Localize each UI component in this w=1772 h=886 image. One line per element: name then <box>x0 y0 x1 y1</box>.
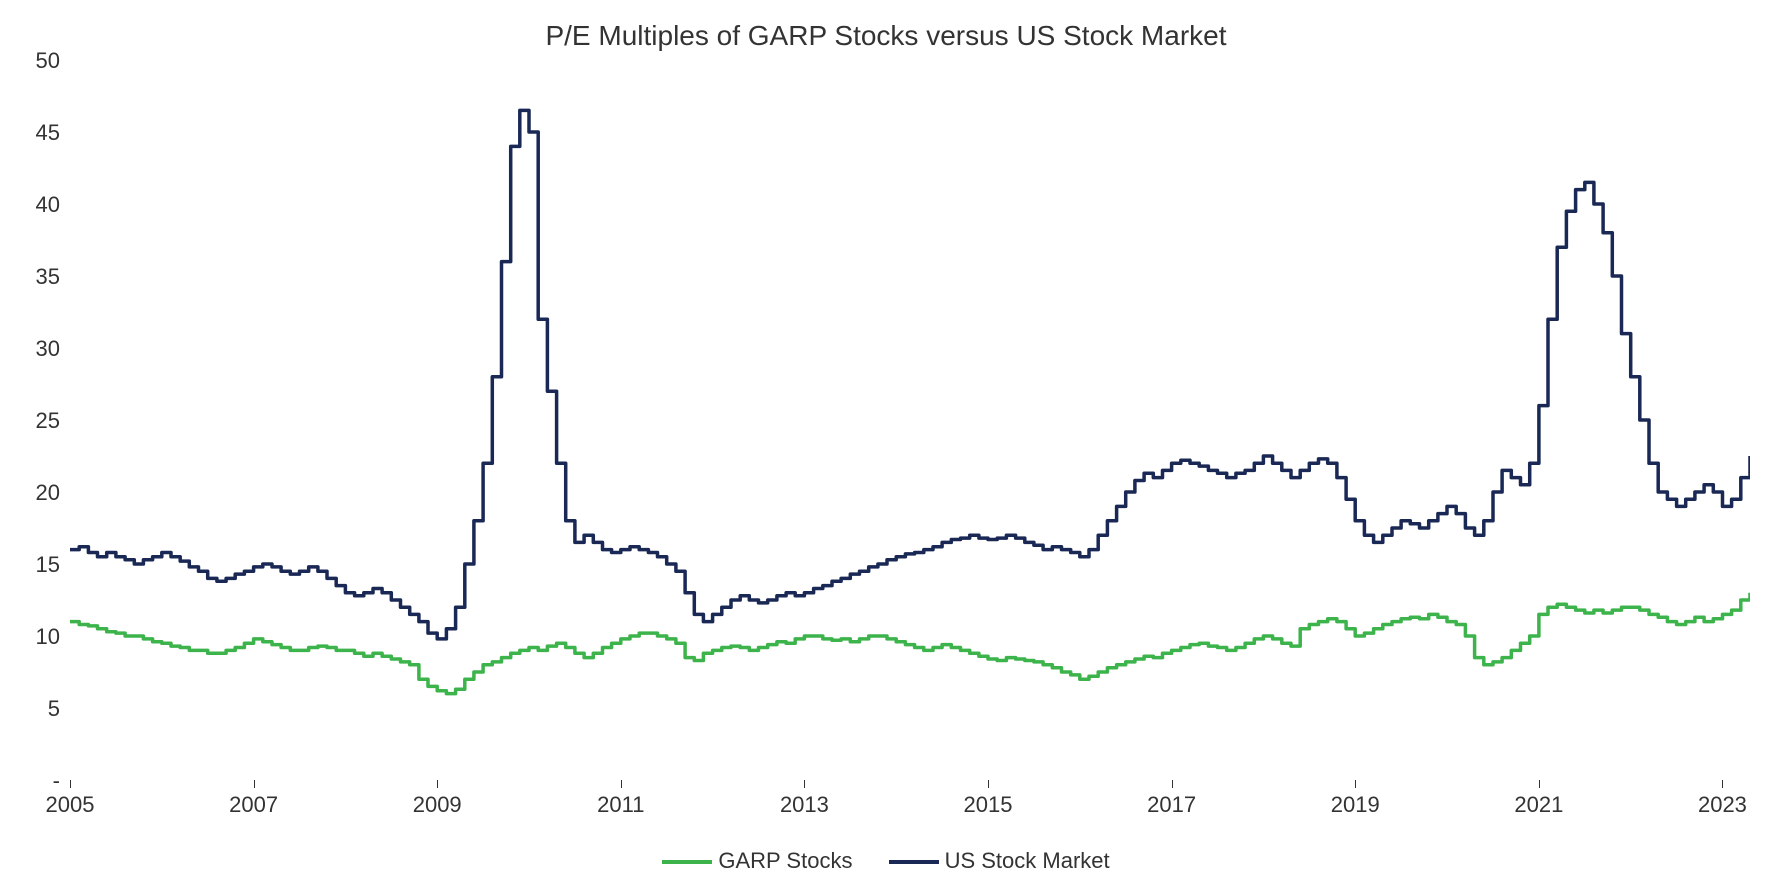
x-tick-label: 2005 <box>30 792 110 818</box>
y-tick-label: 35 <box>10 264 60 290</box>
legend-line-garp <box>662 860 712 864</box>
legend-label-us: US Stock Market <box>945 848 1110 873</box>
y-tick-label: 30 <box>10 336 60 362</box>
x-tick <box>437 780 438 788</box>
y-tick-label: 20 <box>10 480 60 506</box>
y-tick-label: 25 <box>10 408 60 434</box>
x-tick <box>1172 780 1173 788</box>
x-tick-label: 2013 <box>764 792 844 818</box>
series-line-1 <box>70 110 1750 639</box>
y-tick-label: 10 <box>10 624 60 650</box>
x-tick <box>804 780 805 788</box>
x-tick-label: 2009 <box>397 792 477 818</box>
x-tick-label: 2021 <box>1499 792 1579 818</box>
y-tick-label: 50 <box>10 48 60 74</box>
y-tick-label: 45 <box>10 120 60 146</box>
chart-title: P/E Multiples of GARP Stocks versus US S… <box>0 20 1772 52</box>
plot-area <box>70 60 1750 780</box>
series-line-0 <box>70 593 1750 694</box>
y-tick-label: 5 <box>10 696 60 722</box>
legend: GARP Stocks US Stock Market <box>0 848 1772 874</box>
x-tick <box>1539 780 1540 788</box>
y-tick-label: 15 <box>10 552 60 578</box>
x-tick <box>1722 780 1723 788</box>
x-tick-label: 2007 <box>214 792 294 818</box>
x-tick-label: 2023 <box>1682 792 1762 818</box>
y-tick-label: 40 <box>10 192 60 218</box>
x-tick-label: 2017 <box>1132 792 1212 818</box>
x-tick-label: 2019 <box>1315 792 1395 818</box>
legend-item-garp: GARP Stocks <box>662 848 852 874</box>
x-tick-label: 2015 <box>948 792 1028 818</box>
x-tick <box>1355 780 1356 788</box>
chart-svg <box>70 60 1750 780</box>
x-tick <box>70 780 71 788</box>
x-tick-label: 2011 <box>581 792 661 818</box>
legend-item-us: US Stock Market <box>889 848 1110 874</box>
y-tick-label: - <box>10 768 60 794</box>
x-tick <box>254 780 255 788</box>
chart-container: P/E Multiples of GARP Stocks versus US S… <box>0 0 1772 886</box>
x-tick <box>621 780 622 788</box>
x-tick <box>988 780 989 788</box>
legend-label-garp: GARP Stocks <box>718 848 852 873</box>
legend-line-us <box>889 860 939 864</box>
